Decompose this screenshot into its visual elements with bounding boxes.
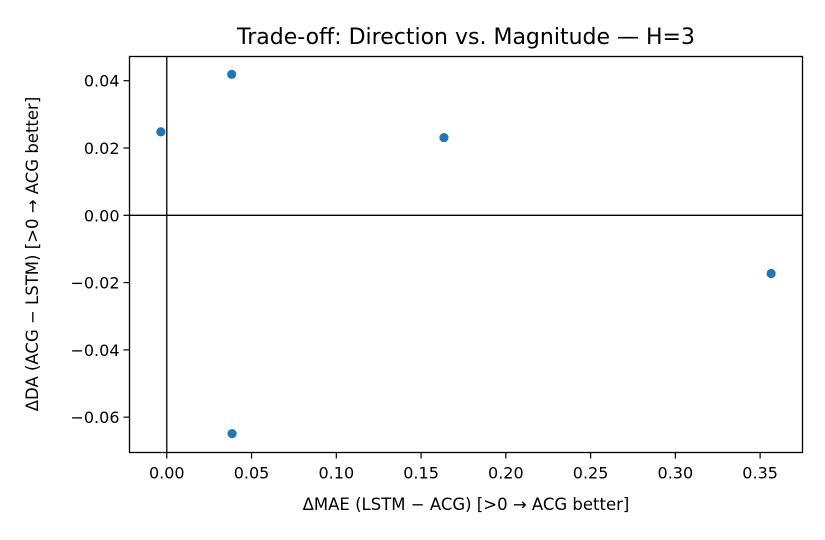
reference-lines bbox=[129, 56, 803, 453]
chart-title: Trade-off: Direction vs. Magnitude — H=3 bbox=[236, 25, 695, 50]
y-tick-label: 0.00 bbox=[84, 206, 120, 225]
x-tick-label: 0.25 bbox=[573, 464, 609, 483]
x-tick-label: 0.15 bbox=[403, 464, 439, 483]
data-point bbox=[227, 69, 237, 79]
x-tick-label: 0.20 bbox=[488, 464, 524, 483]
plot-frame bbox=[128, 55, 804, 454]
x-tick-label: 0.10 bbox=[319, 464, 355, 483]
data-point bbox=[439, 132, 449, 143]
data-point bbox=[766, 268, 776, 279]
x-axis-label: ΔMAE (LSTM − ACG) [>0 → ACG better] bbox=[303, 495, 630, 514]
x-tick-label: 0.35 bbox=[742, 464, 778, 483]
x-tick-label: 0.00 bbox=[149, 464, 185, 483]
y-tick-label: −0.02 bbox=[70, 274, 119, 293]
y-tick-label: −0.04 bbox=[70, 341, 119, 360]
data-point bbox=[156, 127, 166, 137]
x-tick-label: 0.30 bbox=[658, 464, 694, 483]
x-tick-label: 0.05 bbox=[234, 464, 270, 483]
axis-ticks: 0.00 0.05 0.10 0.15 0.20 0.25 0.30 0.35 −0.06 −0.… bbox=[70, 72, 777, 483]
y-tick-label: −0.06 bbox=[70, 408, 119, 427]
y-axis-label: ΔDA (ACG − LSTM) [>0 → ACG better] bbox=[23, 97, 42, 412]
y-tick-label: 0.02 bbox=[84, 139, 120, 158]
y-tick-label: 0.04 bbox=[84, 72, 120, 91]
data-point bbox=[227, 429, 237, 439]
data-points bbox=[156, 69, 776, 439]
